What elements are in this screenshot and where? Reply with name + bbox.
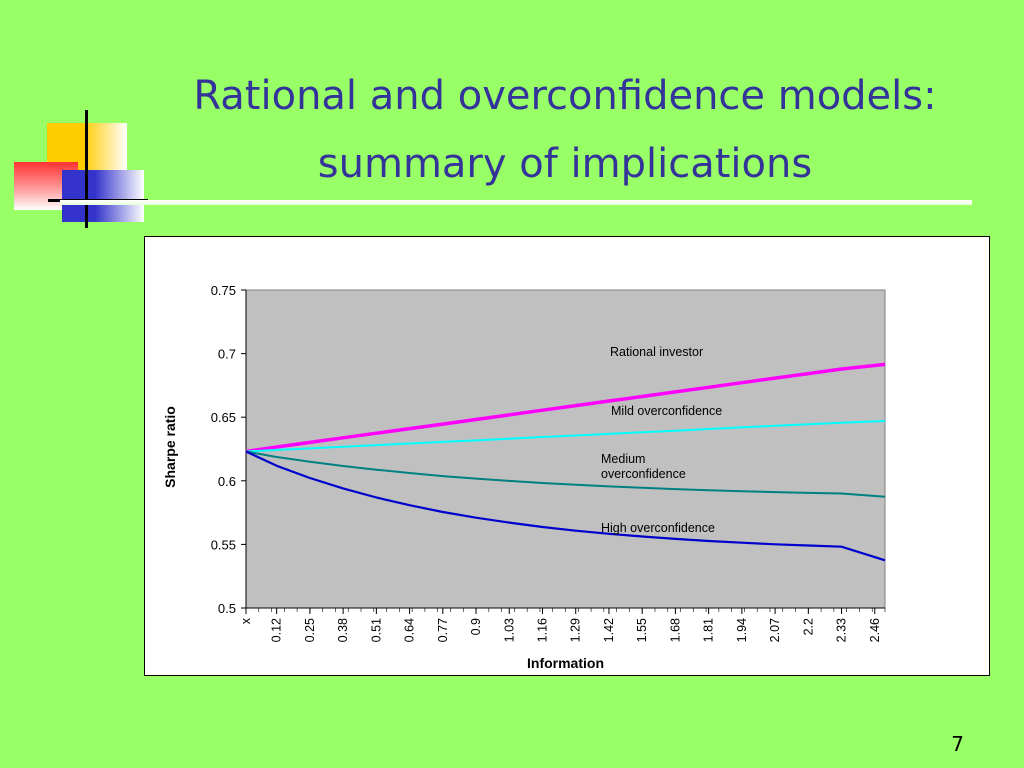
x-tick-label: 2.33 (835, 618, 849, 642)
x-tick-label: x (239, 617, 253, 624)
y-axis-title: Sharpe ratio (162, 406, 178, 488)
x-tick-label: 0.38 (336, 618, 350, 642)
x-tick-label: 0.12 (270, 618, 284, 642)
x-tick-label: 1.94 (735, 618, 749, 642)
x-tick-label: 1.55 (635, 618, 649, 642)
series-annotation: Rational investor (610, 345, 703, 359)
series-annotation: Medium (601, 452, 645, 466)
y-tick-label: 0.7 (218, 347, 236, 362)
y-tick-label: 0.5 (218, 601, 236, 616)
slide-title: Rational and overconfidence models: summ… (150, 62, 980, 198)
x-tick-label: 2.46 (868, 618, 882, 642)
sharpe-ratio-chart: 0.5 0.55 0.6 0.65 0.7 0.75 x 0.12 0.25 0.38 0.51 0.… (145, 237, 989, 675)
deco-blue-square (62, 170, 144, 222)
x-tick-label: 2.2 (801, 618, 815, 635)
x-tick-label: 1.29 (569, 618, 583, 642)
x-tick-label: 0.64 (403, 618, 417, 642)
x-tick-label: 0.51 (369, 618, 383, 642)
x-tick-label: 1.16 (535, 618, 549, 642)
x-tick-label: 1.03 (502, 618, 516, 642)
x-tick-label: 0.25 (303, 618, 317, 642)
page-number: 7 (951, 732, 964, 756)
series-annotation: overconfidence (601, 467, 686, 481)
slide-title-line-2: summary of implications (150, 130, 980, 198)
deco-vertical-line (85, 110, 88, 228)
y-tick-label: 0.6 (218, 474, 236, 489)
title-underline (60, 200, 972, 205)
x-tick-label: 1.42 (602, 618, 616, 642)
x-axis-title: Information (527, 655, 604, 671)
x-tick-label: 1.81 (702, 618, 716, 642)
y-tick-label: 0.55 (211, 537, 236, 552)
chart-frame: 0.5 0.55 0.6 0.65 0.7 0.75 x 0.12 0.25 0.38 0.51 0.… (144, 236, 990, 676)
plot-area (246, 290, 885, 608)
y-tick-label: 0.75 (211, 283, 236, 298)
slide-title-line-1: Rational and overconfidence models: (150, 62, 980, 130)
x-tick-label: 0.9 (469, 618, 483, 635)
x-tick-label: 1.68 (668, 618, 682, 642)
series-annotation: High overconfidence (601, 521, 715, 535)
y-tick-label: 0.65 (211, 410, 236, 425)
x-tick-label: 2.07 (768, 618, 782, 642)
series-annotation: Mild overconfidence (611, 404, 722, 418)
x-tick-label: 0.77 (436, 618, 450, 642)
